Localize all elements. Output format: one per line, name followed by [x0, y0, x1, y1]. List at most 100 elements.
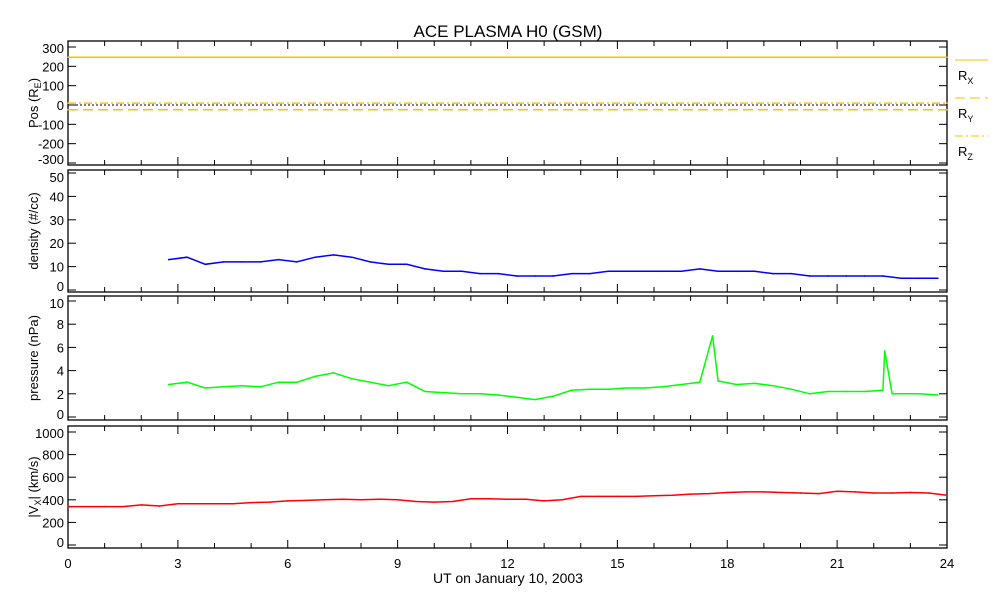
data-point: [405, 263, 408, 266]
x-axis-label: UT on January 10, 2003: [433, 570, 583, 586]
data-point: [305, 499, 307, 502]
data-point: [387, 384, 390, 387]
data-point: [222, 386, 225, 388]
data-point: [717, 380, 719, 382]
data-point: [241, 261, 243, 263]
data-point: [790, 272, 793, 275]
x-tick-label: 12: [500, 556, 514, 571]
data-point: [296, 261, 298, 263]
data-point: [442, 391, 445, 394]
data-point: [753, 270, 756, 273]
data-point: [845, 390, 848, 393]
data-point: [250, 501, 252, 504]
data-point: [836, 490, 838, 493]
data-point: [552, 275, 555, 277]
data-point: [946, 109, 948, 111]
data-point: [259, 386, 262, 388]
data-point: [241, 384, 243, 387]
data-point: [561, 499, 564, 501]
data-point: [744, 491, 747, 493]
y-tick-label: 6: [57, 340, 64, 355]
data-point: [735, 383, 738, 386]
data-point: [405, 381, 408, 384]
data-point: [689, 493, 692, 495]
y-tick-label: 50: [50, 170, 64, 185]
data-point: [854, 491, 857, 493]
data-point: [552, 395, 555, 397]
y-tick-label: 40: [50, 189, 64, 204]
data-point: [451, 500, 454, 503]
data-point: [946, 56, 948, 59]
data-point: [927, 492, 930, 494]
data-point: [122, 505, 124, 508]
data-point: [882, 389, 884, 392]
y-tick-label: -200: [38, 137, 64, 152]
y-tick-label: 0: [57, 407, 64, 422]
legend-label: RX: [958, 68, 973, 86]
x-tick-label: 18: [720, 556, 734, 571]
series-pressure: [168, 335, 938, 401]
panel-frame: [67, 169, 948, 293]
data-point: [946, 494, 948, 497]
data-point: [644, 387, 646, 389]
x-tick-label: 0: [64, 556, 71, 571]
data-point: [433, 501, 436, 503]
data-point: [387, 263, 390, 266]
data-point: [763, 491, 765, 493]
y-axis-label: Pos (RE): [26, 78, 43, 128]
y-tick-label: -100: [38, 117, 64, 132]
data-point: [891, 393, 893, 395]
y-axis-label: |VX| (km/s): [26, 456, 43, 517]
data-point: [863, 275, 866, 277]
data-point: [799, 492, 802, 494]
data-point: [534, 275, 536, 277]
data-point: [918, 277, 921, 280]
data-point: [644, 270, 646, 273]
panel-2: 10 8 6 4 2 0 pressure (nPa): [26, 295, 948, 422]
data-point: [332, 372, 335, 374]
data-point: [790, 388, 793, 390]
data-point: [167, 258, 170, 261]
data-point: [891, 492, 893, 494]
panel-frame: [67, 425, 948, 549]
data-point: [808, 393, 811, 395]
series-density: [168, 254, 938, 280]
data-point: [543, 500, 545, 502]
y-tick-label: 4: [57, 364, 64, 379]
data-point: [717, 270, 719, 273]
data-point: [296, 381, 298, 384]
data-point: [351, 256, 353, 259]
data-point: [726, 491, 729, 494]
data-point: [360, 499, 362, 501]
data-point: [167, 383, 170, 386]
data-point: [589, 272, 591, 275]
y-tick-label: 200: [42, 515, 64, 530]
data-point: [653, 495, 655, 497]
y-tick-label: 30: [50, 213, 64, 228]
data-point: [195, 502, 197, 505]
data-point: [177, 502, 179, 505]
legend-label: RZ: [958, 144, 973, 162]
y-tick-label: 400: [42, 493, 64, 508]
data-point: [883, 350, 886, 352]
data-point: [67, 109, 69, 111]
data-point: [872, 492, 875, 494]
data-point: [579, 495, 582, 498]
data-point: [232, 502, 234, 505]
data-point: [488, 497, 490, 500]
data-point: [625, 387, 628, 389]
data-point: [424, 390, 426, 393]
data-point: [937, 277, 939, 280]
data-point: [570, 389, 573, 392]
data-point: [351, 377, 353, 380]
series-vx: [68, 490, 948, 508]
data-point: [497, 272, 500, 275]
data-point: [332, 254, 335, 256]
data-point: [204, 263, 207, 266]
data-point: [827, 275, 829, 277]
data-point: [772, 384, 774, 387]
data-point: [946, 102, 948, 104]
y-tick-label: 100: [42, 79, 64, 94]
data-point: [772, 272, 774, 275]
